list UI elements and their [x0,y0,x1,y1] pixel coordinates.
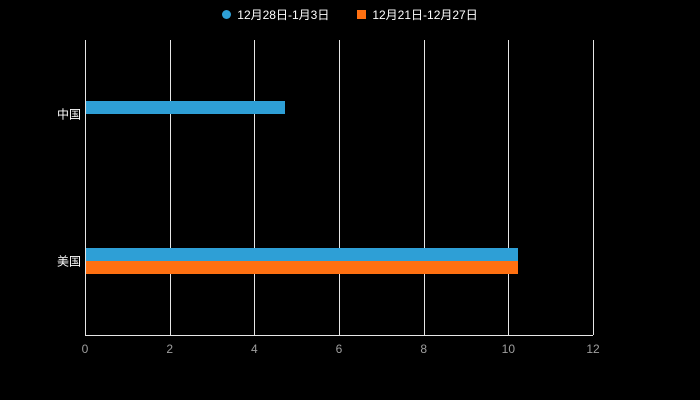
x-tick-label: 2 [166,342,173,356]
bar[interactable] [86,248,518,262]
y-axis-label: 中国 [56,107,81,122]
gridline [423,40,425,335]
legend-label: 12月28日-1月3日 [237,8,330,22]
legend-swatch-series-2 [357,10,367,19]
legend-label: 12月21日-12月27日 [372,8,478,22]
x-tick-label: 8 [420,342,427,356]
x-tick-label: 10 [501,342,515,356]
x-tick-label: 12 [586,342,600,356]
legend-item[interactable]: 12月21日-12月27日 [357,6,478,23]
legend-item[interactable]: 12月28日-1月3日 [222,6,329,23]
legend: 12月28日-1月3日 12月21日-12月27日 [0,6,700,23]
gridline [254,40,256,335]
legend-swatch-series-1 [222,10,232,19]
gridline [169,40,171,335]
x-tick-label: 4 [250,342,258,356]
gridline [508,40,510,335]
x-tick-label: 6 [335,342,343,356]
gridline [85,40,86,335]
bar[interactable] [86,100,285,114]
gridline [593,40,594,335]
plot-area: 0 2 4 6 8 10 12 中国美国 [57,40,600,356]
bar[interactable] [86,261,518,275]
y-axis-label: 美国 [56,254,81,269]
gridline [339,40,340,335]
x-tick-label: 0 [81,342,89,356]
